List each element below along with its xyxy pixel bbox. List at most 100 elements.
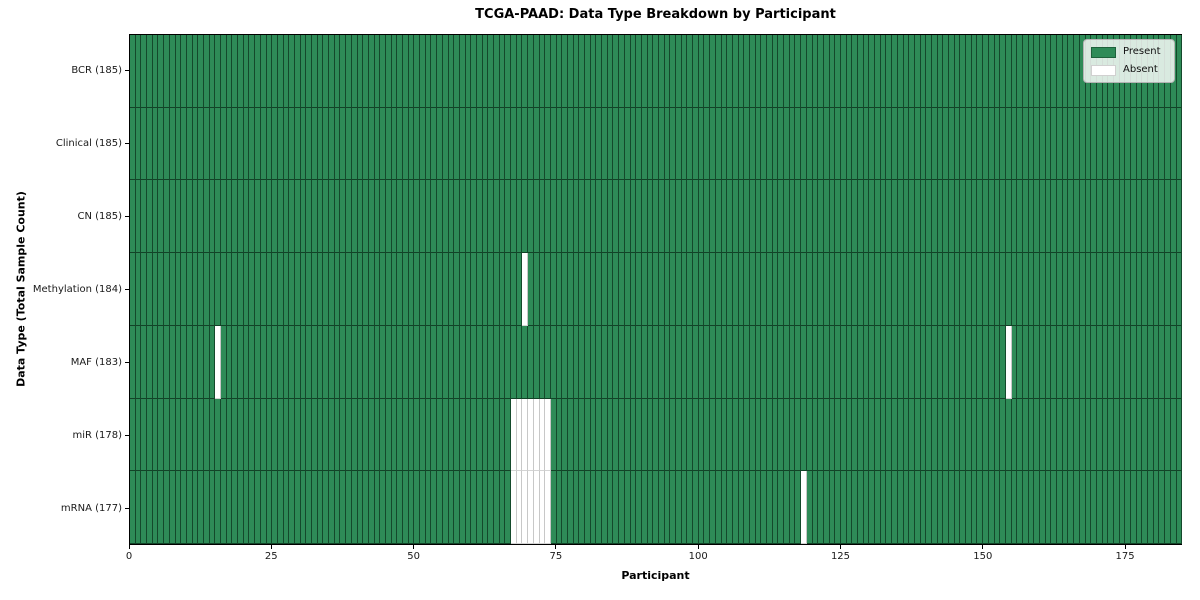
heatmap-cell xyxy=(203,253,210,326)
heatmap-cell xyxy=(323,35,330,108)
heatmap-cell xyxy=(1108,253,1114,326)
heatmap-cell xyxy=(181,398,187,472)
heatmap-cell xyxy=(459,107,466,181)
heatmap-cell xyxy=(585,253,591,326)
heatmap-cell xyxy=(1119,471,1126,545)
heatmap-cell xyxy=(585,35,591,108)
heatmap-cell xyxy=(784,398,790,472)
heatmap-cell xyxy=(641,180,648,254)
heatmap-cell xyxy=(977,107,984,181)
heatmap-cell xyxy=(1000,107,1006,181)
heatmap-cell xyxy=(380,35,386,108)
heatmap-cell xyxy=(363,325,369,399)
heatmap-cell xyxy=(192,180,199,254)
heatmap-cell xyxy=(323,325,330,399)
heatmap-cell xyxy=(141,325,148,399)
heatmap-cell xyxy=(431,107,438,181)
y-tick-mark xyxy=(125,362,129,363)
heatmap-cell xyxy=(738,325,745,399)
heatmap-cell xyxy=(903,107,910,181)
heatmap-cell xyxy=(681,107,688,181)
heatmap-cell xyxy=(533,180,540,254)
heatmap-cell xyxy=(476,398,483,472)
heatmap-cell xyxy=(1096,398,1103,472)
heatmap-cell xyxy=(465,398,472,472)
heatmap-cell xyxy=(806,398,813,472)
heatmap-cell xyxy=(875,253,881,326)
heatmap-cell xyxy=(875,325,881,399)
heatmap-cell xyxy=(1159,398,1166,472)
heatmap-cell xyxy=(374,325,381,399)
heatmap-cell xyxy=(1176,398,1183,472)
heatmap-cell xyxy=(556,325,563,399)
heatmap-cell xyxy=(613,180,620,254)
heatmap-cell xyxy=(630,180,637,254)
heatmap-cell xyxy=(670,180,676,254)
heatmap-cell xyxy=(283,35,290,108)
heatmap-cell xyxy=(255,107,261,181)
heatmap-cell xyxy=(619,35,625,108)
heatmap-cell xyxy=(715,35,722,108)
heatmap-cell xyxy=(596,253,603,326)
heatmap-cell xyxy=(630,35,637,108)
heatmap-cell xyxy=(1051,471,1058,545)
heatmap-cell xyxy=(306,471,312,545)
heatmap-cell xyxy=(442,107,449,181)
heatmap-cell xyxy=(573,107,580,181)
heatmap-cell xyxy=(437,325,443,399)
heatmap-cell xyxy=(761,180,767,254)
heatmap-cell xyxy=(624,107,631,181)
heatmap-cell xyxy=(306,325,312,399)
heatmap-cell xyxy=(744,107,750,181)
heatmap-cell xyxy=(727,180,733,254)
heatmap-cell xyxy=(943,325,949,399)
heatmap-cell xyxy=(897,180,904,254)
heatmap-cell xyxy=(192,253,199,326)
heatmap-cell xyxy=(340,180,347,254)
heatmap-cell xyxy=(385,253,392,326)
heatmap-cell xyxy=(169,107,176,181)
heatmap-cell xyxy=(789,471,796,545)
heatmap-cell xyxy=(556,398,563,472)
heatmap-cell xyxy=(340,107,347,181)
heatmap-cell xyxy=(1148,107,1154,181)
heatmap-cell xyxy=(897,35,904,108)
y-axis-label: Data Type (Total Sample Count) xyxy=(14,191,28,387)
heatmap-cell xyxy=(471,253,477,326)
y-tick-label: CN (185) xyxy=(77,210,122,222)
heatmap-cell xyxy=(909,107,915,181)
heatmap-cell xyxy=(249,471,256,545)
heatmap-cell xyxy=(1034,325,1040,399)
heatmap-cell xyxy=(1045,471,1052,545)
heatmap-cell xyxy=(1000,253,1006,326)
heatmap-cell xyxy=(329,325,335,399)
heatmap-cell xyxy=(988,180,995,254)
heatmap-cell xyxy=(829,107,836,181)
heatmap-cell xyxy=(505,107,512,181)
heatmap-cell xyxy=(767,471,773,545)
heatmap-cell xyxy=(1000,325,1006,399)
heatmap-cell xyxy=(852,180,858,254)
heatmap-cell xyxy=(374,180,381,254)
heatmap-cell xyxy=(886,471,893,545)
heatmap-cell xyxy=(385,471,392,545)
heatmap-cell xyxy=(164,398,170,472)
heatmap-cell xyxy=(767,253,773,326)
heatmap-cell xyxy=(658,325,665,399)
heatmap-cell xyxy=(619,325,625,399)
heatmap-cell xyxy=(488,35,494,108)
heatmap-cell xyxy=(966,253,972,326)
heatmap-cell xyxy=(312,253,318,326)
heatmap-cell xyxy=(903,180,910,254)
heatmap-cell xyxy=(1045,253,1052,326)
heatmap-cell xyxy=(448,325,455,399)
heatmap-cell xyxy=(704,398,711,472)
heatmap-cell xyxy=(624,180,631,254)
heatmap-cell xyxy=(442,398,449,472)
heatmap-cell xyxy=(442,35,449,108)
heatmap-cell xyxy=(909,471,915,545)
heatmap-cell xyxy=(795,471,802,545)
heatmap-cell xyxy=(681,325,688,399)
heatmap-cell xyxy=(778,471,785,545)
heatmap-cell xyxy=(391,325,398,399)
